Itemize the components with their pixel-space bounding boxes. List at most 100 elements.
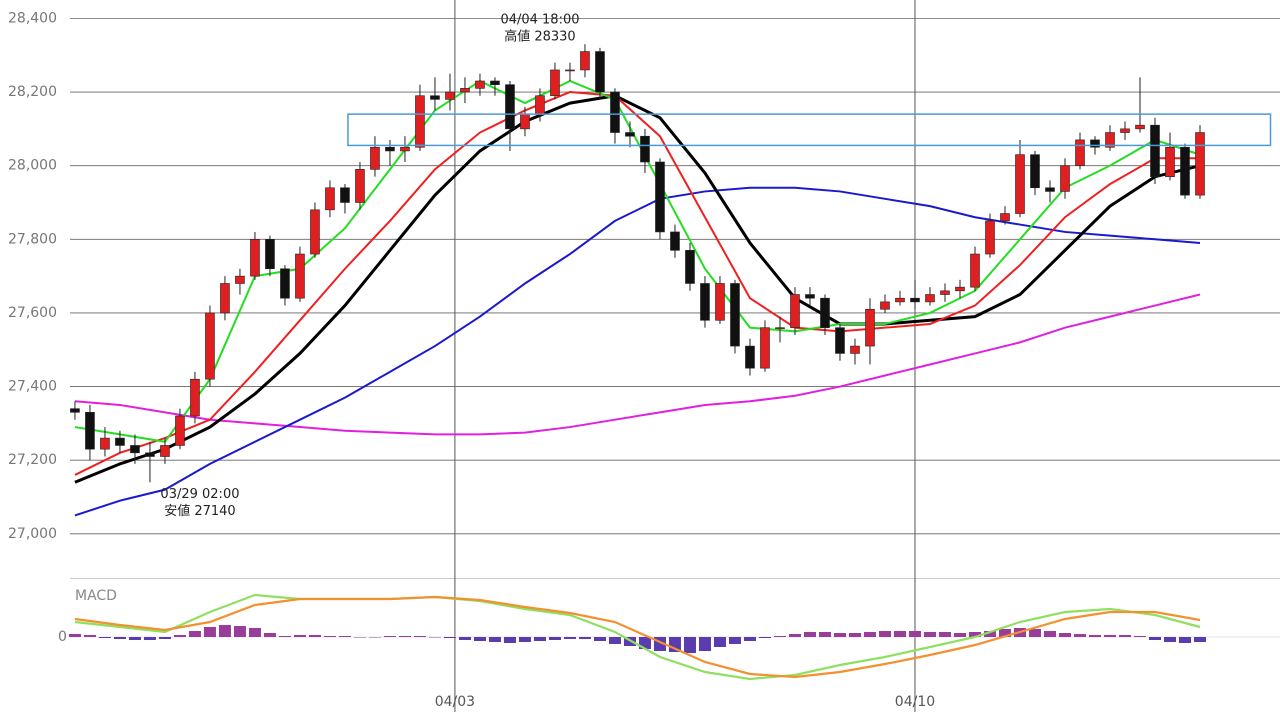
histogram-bar bbox=[338, 636, 351, 637]
candle-body bbox=[325, 187, 335, 211]
candle-body bbox=[355, 169, 365, 203]
annotation: 安値 27140 bbox=[164, 503, 236, 519]
histogram-bar bbox=[68, 634, 81, 637]
candle-body bbox=[910, 297, 920, 303]
histogram-bar bbox=[968, 632, 981, 637]
histogram-bar bbox=[1148, 637, 1161, 640]
histogram-bar bbox=[188, 631, 201, 637]
moving-average bbox=[74, 79, 1201, 443]
histogram-bar bbox=[278, 636, 291, 637]
y-tick-label: 27,600 bbox=[8, 305, 57, 321]
histogram-bar bbox=[818, 632, 831, 637]
candle-body bbox=[520, 113, 530, 130]
candle-body bbox=[130, 445, 140, 454]
histogram-bar bbox=[833, 633, 846, 637]
candle-body bbox=[610, 91, 620, 133]
moving-average bbox=[74, 94, 1201, 484]
candle-body bbox=[535, 95, 545, 115]
histogram-bar bbox=[128, 637, 141, 640]
candle-body bbox=[100, 437, 110, 450]
y-tick-label: 27,200 bbox=[8, 452, 57, 468]
histogram-bar bbox=[503, 637, 516, 643]
candle-body bbox=[265, 238, 275, 270]
histogram-bar bbox=[1118, 635, 1131, 637]
histogram-bar bbox=[473, 637, 486, 641]
candle-body bbox=[475, 80, 485, 89]
candle-body bbox=[310, 209, 320, 255]
histogram-bar bbox=[1043, 631, 1056, 637]
candle-body bbox=[490, 80, 500, 85]
histogram-bar bbox=[323, 636, 336, 637]
histogram-bar bbox=[713, 637, 726, 647]
y-tick-label: 28,200 bbox=[8, 84, 57, 100]
candle-body bbox=[220, 283, 230, 314]
candle-body bbox=[565, 69, 575, 72]
histogram-bar bbox=[773, 636, 786, 637]
candle-body bbox=[430, 95, 440, 100]
y-tick-label: 0 bbox=[58, 629, 67, 645]
histogram-bar bbox=[398, 636, 411, 637]
histogram-bar bbox=[578, 637, 591, 639]
candle-body bbox=[655, 161, 665, 233]
candle-body bbox=[955, 286, 965, 292]
candle-body bbox=[445, 91, 455, 100]
histogram-bar bbox=[263, 633, 276, 637]
candle-body bbox=[820, 297, 830, 328]
histogram-bar bbox=[83, 635, 96, 637]
candle-body bbox=[805, 294, 815, 299]
histogram-bar bbox=[983, 631, 996, 637]
candle-body bbox=[1090, 139, 1100, 148]
candle-body bbox=[250, 238, 260, 277]
candle-body bbox=[460, 88, 470, 93]
candle-body bbox=[115, 437, 125, 446]
candle-body bbox=[1150, 124, 1160, 178]
histogram-bar bbox=[353, 637, 366, 638]
moving-average bbox=[74, 91, 1200, 476]
candle-body bbox=[790, 294, 800, 328]
histogram-bar bbox=[533, 637, 546, 641]
x-tick-label: 04/03 bbox=[435, 694, 475, 710]
histogram-bar bbox=[218, 625, 231, 637]
candle-body bbox=[625, 132, 635, 137]
candle-body bbox=[415, 95, 425, 148]
candle-body bbox=[160, 445, 170, 457]
histogram-bar bbox=[308, 635, 321, 637]
histogram-bar bbox=[1088, 635, 1101, 637]
candle-body bbox=[640, 135, 650, 163]
histogram-bar bbox=[143, 637, 156, 640]
candle-body bbox=[580, 51, 590, 71]
candle-body bbox=[1015, 154, 1025, 214]
histogram-bar bbox=[743, 637, 756, 641]
candle-body bbox=[715, 283, 725, 321]
candle-body bbox=[340, 187, 350, 203]
candle-body bbox=[1180, 146, 1190, 196]
macd-line bbox=[74, 595, 1201, 679]
candle-body bbox=[745, 345, 755, 369]
histogram-bar bbox=[1058, 633, 1071, 637]
histogram-bar bbox=[1028, 629, 1041, 637]
candle-body bbox=[940, 290, 950, 295]
histogram-bar bbox=[608, 637, 621, 644]
histogram-bar bbox=[728, 637, 741, 644]
annotation: 03/29 02:00 bbox=[160, 487, 239, 502]
histogram-bar bbox=[953, 633, 966, 637]
candle-body bbox=[1045, 187, 1055, 192]
histogram-bar bbox=[98, 637, 111, 638]
candle-body bbox=[880, 301, 890, 310]
candle-body bbox=[1165, 146, 1175, 178]
candle-body bbox=[730, 283, 740, 347]
moving-average bbox=[74, 293, 1201, 436]
moving-average bbox=[74, 186, 1201, 517]
candle-body bbox=[205, 312, 215, 380]
candle-body bbox=[670, 231, 680, 251]
candle-body bbox=[1135, 124, 1145, 130]
candle-body bbox=[1105, 132, 1115, 148]
histogram-bar bbox=[488, 637, 501, 642]
candle-body bbox=[595, 51, 605, 93]
y-tick-label: 27,400 bbox=[8, 379, 57, 395]
histogram-bar bbox=[878, 631, 891, 637]
histogram-bar bbox=[1103, 635, 1116, 637]
histogram-bar bbox=[938, 632, 951, 637]
histogram-bar bbox=[698, 637, 711, 651]
histogram-bar bbox=[443, 637, 456, 638]
